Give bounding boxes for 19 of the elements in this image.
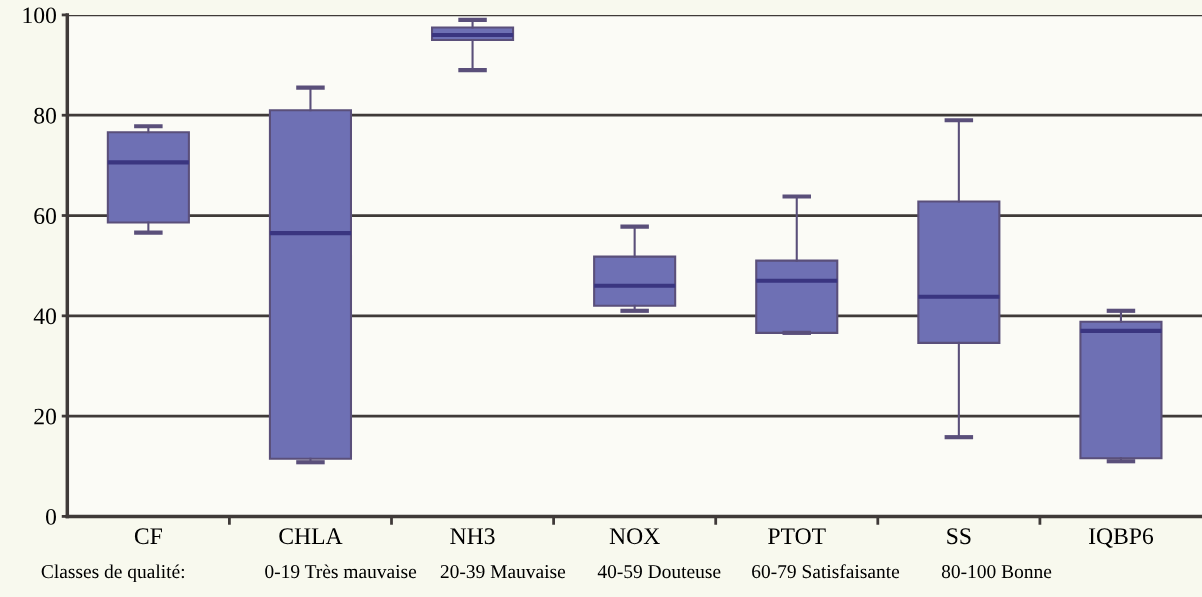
text: 0-19 Très mauvaise (265, 564, 417, 579)
y-tick-label: 40 (33, 308, 56, 325)
text: 20-39 Mauvaise (440, 565, 566, 579)
y-tick-label: 80 (34, 107, 56, 124)
x-tick-label: IQBP6 (1089, 528, 1154, 548)
x-tick-label: NOX (609, 528, 660, 545)
y-tick-label: 20 (34, 408, 56, 425)
y-tick-label: 100 (23, 7, 56, 24)
x-tick-label: NH3 (450, 528, 495, 545)
y-tick-label: 60 (34, 208, 56, 224)
text: 60-79 Satisfaisante (752, 564, 900, 579)
x-tick-label: CF (134, 528, 162, 545)
x-tick-label: CHLA (279, 528, 343, 545)
text: 40-59 Douteuse (597, 565, 721, 579)
x-tick-label: SS (947, 528, 971, 545)
x-tick-label: PTOT (768, 528, 826, 545)
text: 80-100 Bonne (941, 565, 1052, 579)
y-tick-label: 0 (45, 508, 56, 525)
text: Classes de qualité: (41, 564, 185, 583)
